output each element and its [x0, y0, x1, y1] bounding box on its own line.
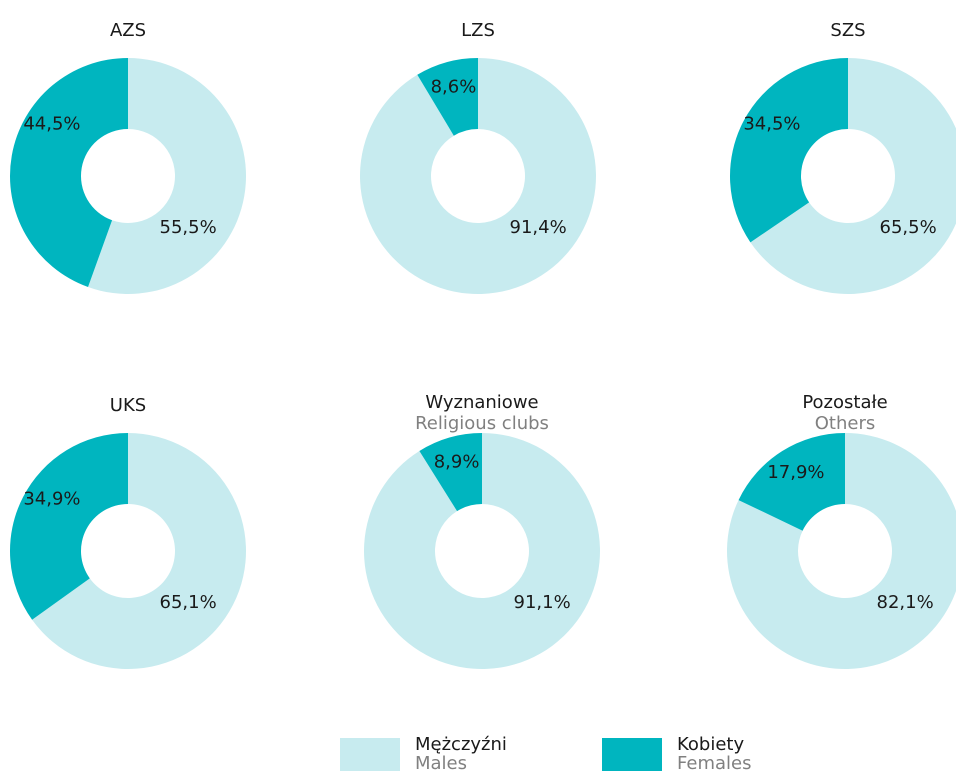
value-label: 65,5%: [880, 217, 937, 238]
chart-title: Pozostałe: [802, 392, 887, 413]
value-label: 55,5%: [160, 217, 217, 238]
legend-sublabel: Males: [415, 753, 467, 772]
chart-title: UKS: [110, 395, 146, 416]
donut-slice: [727, 433, 956, 669]
legend-swatch: [340, 738, 400, 771]
donut-slice: [360, 58, 596, 294]
legend-sublabel: Females: [677, 753, 751, 772]
legend-label: Kobiety: [677, 734, 744, 755]
donut-slice: [419, 433, 482, 512]
donut-slice: [10, 58, 128, 288]
donut-slice: [750, 58, 956, 294]
value-label: 91,4%: [510, 217, 567, 238]
value-label: 17,9%: [767, 462, 824, 483]
donut-slice: [10, 433, 128, 620]
donut-slice: [364, 433, 601, 670]
value-label: 8,9%: [434, 452, 480, 473]
donut-slice: [730, 58, 848, 243]
legend-label: Mężczyźni: [415, 734, 507, 755]
value-label: 65,1%: [160, 592, 217, 613]
value-label: 34,5%: [743, 113, 800, 134]
value-label: 8,6%: [431, 76, 477, 97]
value-label: 82,1%: [877, 592, 934, 613]
chart-title: LZS: [461, 20, 495, 41]
value-label: 34,9%: [23, 488, 80, 509]
value-label: 44,5%: [23, 113, 80, 134]
donut-slice: [417, 58, 478, 136]
donut-slice: [32, 432, 247, 669]
donut-slice: [738, 433, 845, 531]
chart-title: Wyznaniowe: [425, 392, 538, 413]
value-label: 91,1%: [514, 592, 571, 613]
donut-slice: [88, 58, 247, 294]
legend-swatch: [602, 738, 662, 771]
chart-subtitle: Others: [815, 413, 876, 434]
chart-title: SZS: [830, 20, 865, 41]
chart-title: AZS: [110, 20, 146, 41]
chart-subtitle: Religious clubs: [415, 413, 549, 434]
